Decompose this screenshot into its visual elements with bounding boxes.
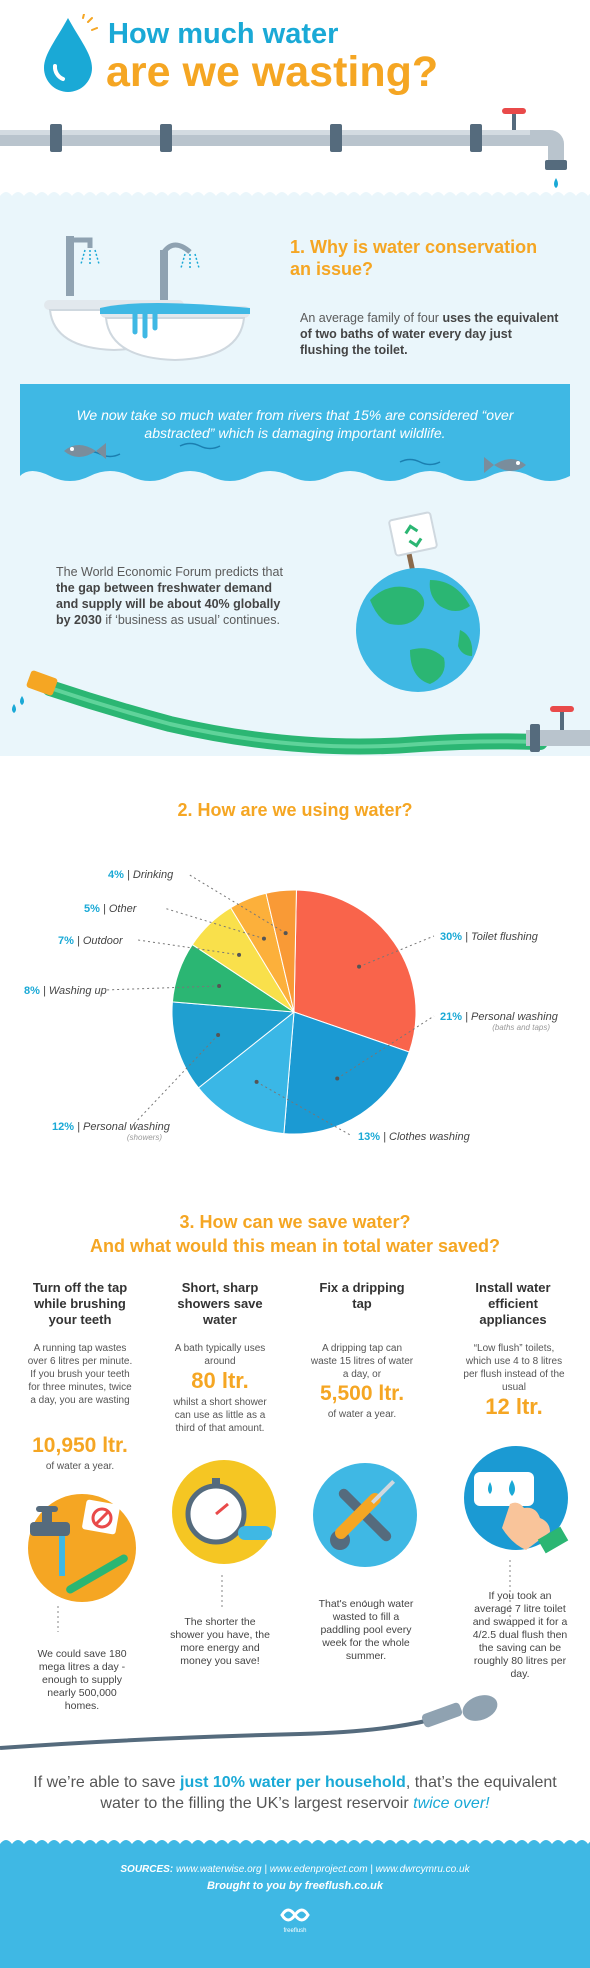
pipe-illustration [0,108,567,188]
tip-1-after: of water a year. [45,1461,115,1472]
tip-2-title: Short, sharp showers save water [177,1280,263,1327]
title-line-2: are we wasting? [106,48,439,96]
pie-slice-0 [293,889,417,1053]
pie-leader-dot [254,1079,259,1084]
tip-3-bottom: That's enough water wasted to fill a pad… [318,1598,414,1662]
pie-leader-dot [237,952,242,957]
pie-label: 12% | Personal washing [52,1121,171,1133]
forum-fact-c: if ‘business as usual’ continues. [101,613,280,627]
sources-list[interactable]: www.waterwise.org | www.edenproject.com … [175,1864,470,1875]
shower-hose-illustration [0,1695,498,1750]
pie-slice-2 [197,1010,295,1135]
tap-toothbrush-icon [28,1494,136,1602]
tip-2-bottom: The shorter the shower you have, the mor… [170,1616,270,1667]
closing-statement: If we’re able to save just 10% water per… [20,1772,570,1814]
section1-title-line2: an issue? [290,259,374,279]
pie-leader-line [256,1081,353,1137]
pie-label: 8% | Washing up [24,985,107,997]
pie-leader-dot [217,983,222,988]
forum-fact-b: the gap between freshwater demand and su… [56,581,281,627]
pie-label: 21% | Personal washing [440,1011,559,1023]
tip-4-big-number: 12 ltr. [485,1394,543,1419]
pie-label: 30% | Toilet flushing [440,931,539,943]
section3-title: 3. How can we save water? And what would… [0,1210,590,1258]
globe-icon [356,511,480,692]
wave-divider [0,759,590,771]
bath-fact-a: An average family of four [300,311,443,325]
tip-1-big-number: 10,950 ltr. [32,1434,128,1457]
pie-leader-dot [261,936,266,941]
section2-title: 2. How are we using water? [177,800,413,820]
wave-divider [0,1840,590,1850]
forum-fact-a: The World Economic Forum predicts that [56,565,283,579]
stopwatch-icon [172,1460,276,1564]
pie-leader-dot [216,1032,221,1037]
section1-title-line1: 1. Why is water conservation [290,237,538,257]
river-text: We now take so much water from rivers th… [76,407,514,441]
pie-label-note: (showers) [127,1133,162,1142]
pie-leader-line [187,873,286,934]
sources-label: SOURCES: [120,1864,174,1875]
bath-fact: An average family of four uses the equiv… [300,310,560,358]
tip-column-2: Short, sharp showers save water [165,1280,275,1328]
pie-leader-dot [357,964,362,969]
pie-leader-line [137,939,240,956]
flush-button-hand-icon [464,1446,569,1554]
wave-divider [0,192,590,204]
sources-line: SOURCES: www.waterwise.org | www.edenpro… [0,1864,590,1875]
pie-slice-7 [265,889,297,1013]
tip-2-text: A bath typically uses around [174,1343,266,1367]
bath-fact-b: uses the equivalent of two baths of wate… [300,311,559,357]
pie-label: 7% | Outdoor [58,935,124,947]
pie-label-note: (baths and taps) [492,1023,550,1032]
tip-4-bottom: If you took an average 7 litre toilet an… [472,1590,568,1680]
hose-illustration [12,670,590,755]
fish-icon [484,457,526,473]
tip-column-1: Turn off the tap while brushing your tee… [20,1280,140,1328]
tip-1-text: A running tap wastes over 6 litres per m… [27,1343,133,1406]
tip-2-big-number: 80 ltr. [191,1368,249,1393]
tip-3-big-number: 5,500 ltr. [319,1382,405,1405]
section3-title-line2: And what would this mean in total water … [89,1236,501,1256]
tip-4-text: “Low flush” toilets, which use 4 to 8 li… [463,1343,565,1393]
tip-1-title: Turn off the tap while brushing your tee… [32,1280,128,1327]
closing-b: just 10% water per household [180,1774,406,1791]
pie-label: 13% | Clothes washing [358,1131,471,1143]
forum-fact: The World Economic Forum predicts that t… [56,564,296,628]
tip-column-3: Fix a dripping tap [312,1280,412,1312]
tip-1-bottom: We could save 180 mega litres a day - en… [37,1648,127,1712]
brought-to-you[interactable]: Brought to you by freeflush.co.uk [206,1880,383,1892]
tip-2-after: whilst a short shower can use as little … [173,1397,267,1434]
pie-leader-dot [283,931,288,936]
tip-column-4: Install water efficient appliances [458,1280,568,1328]
freeflush-logo-icon [280,1908,310,1922]
logo-text: freeflush [283,1928,307,1934]
pie-leader-line [336,1015,435,1079]
water-usage-pie-chart: 30% | Toilet flushing 21% | Personal wash… [24,869,559,1143]
pie-leader-dot [335,1076,340,1081]
water-drop-icon [44,14,98,92]
tip-3-after: of water a year. [327,1409,397,1420]
closing-a: If we’re able to save [33,1774,180,1791]
tip-3-text: A dripping tap can waste 15 litres of wa… [310,1343,414,1380]
pie-label: 4% | Drinking [108,869,174,881]
pie-label: 5% | Other [84,903,138,915]
tip-3-title: Fix a dripping tap [319,1280,405,1311]
footer [0,1848,590,1968]
pie-leader-line [131,1034,219,1127]
closing-d: twice over! [413,1795,490,1812]
pie-leader-line [358,935,435,968]
spanner-screwdriver-icon [313,1463,417,1567]
river-band [20,384,570,481]
bathtub-icon [44,236,250,362]
fish-icon [64,443,106,459]
tip-4-title: Install water efficient appliances [475,1280,551,1327]
closing-c: , that’s the equivalent water to the fil… [100,1774,557,1812]
title-line-1: How much water [108,18,339,50]
section1-title: 1. Why is water conservation an issue? [290,236,570,280]
pie-leader-line [103,985,220,991]
pie-slice-3 [171,1001,296,1089]
section3-title-line1: 3. How can we save water? [179,1212,411,1232]
